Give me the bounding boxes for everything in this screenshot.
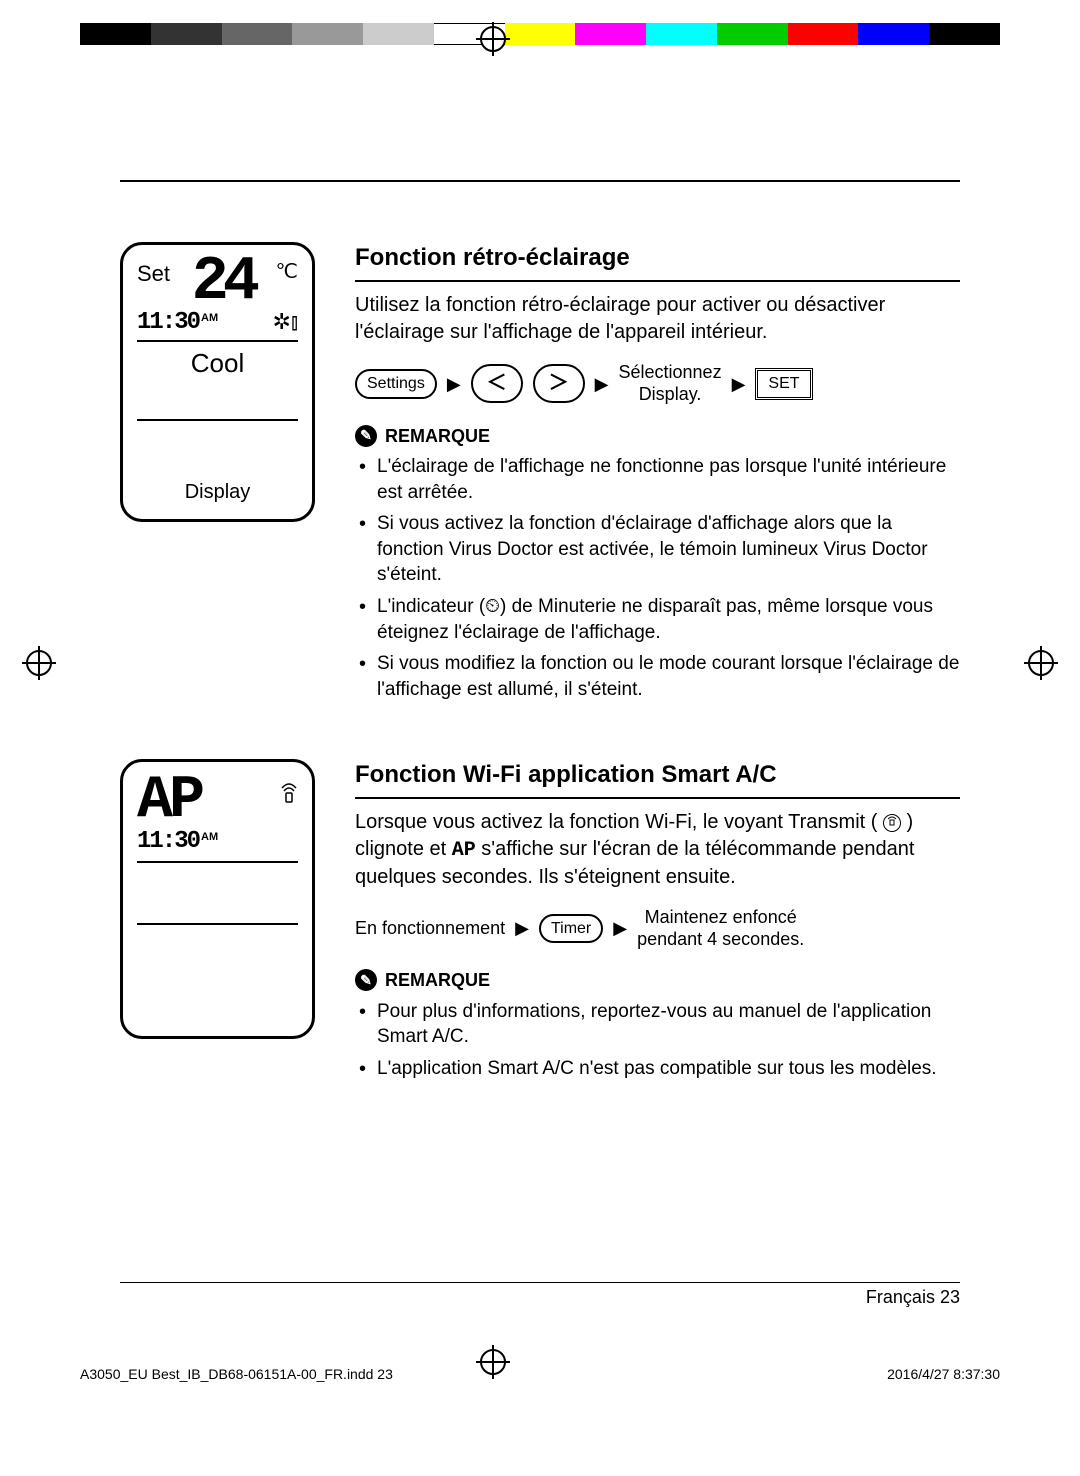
page-footer: Français 23: [120, 1282, 960, 1308]
running-text: En fonctionnement: [355, 916, 505, 940]
set-label: Set: [137, 261, 170, 287]
nav-right-button: ＞: [533, 364, 585, 403]
print-filename: A3050_EU Best_IB_DB68-06151A-00_FR.indd …: [80, 1366, 393, 1382]
remote-ampm: AM: [201, 312, 218, 324]
section-wifi: AP 11:30AM Fonction Wi-Fi application Sm…: [120, 759, 960, 1088]
intro-wifi: Lorsque vous activez la fonction Wi-Fi, …: [355, 809, 960, 891]
ap-inline: AP: [452, 839, 476, 862]
ap-label: AP: [137, 767, 201, 835]
nav-left-button: ＜: [471, 364, 523, 403]
registration-mark-left: [26, 650, 52, 681]
steps-backlight: Settings ▶ ＜ ＞ ▶ Sélectionnez Display. ▶…: [355, 362, 960, 405]
footer-language: Français: [866, 1287, 935, 1307]
mode-label: Cool: [137, 348, 298, 379]
transmit-icon: [883, 814, 901, 832]
page-content: Set 24 ℃ 11:30AM ✲⫾ Cool Display Fonctio…: [120, 180, 960, 1316]
arrow-icon: ▶: [732, 372, 746, 396]
note-item: Si vous activez la fonction d'éclairage …: [359, 511, 960, 588]
print-meta-footer: A3050_EU Best_IB_DB68-06151A-00_FR.indd …: [80, 1366, 1000, 1382]
degree-unit: ℃: [276, 259, 298, 284]
remote-display-1: Set 24 ℃ 11:30AM ✲⫾ Cool Display: [120, 242, 315, 522]
timer-button: Timer: [539, 914, 603, 944]
heading-backlight: Fonction rétro-éclairage: [355, 242, 960, 282]
note-icon: ✎: [355, 425, 377, 447]
fan-icon: ✲⫾: [273, 309, 298, 335]
heading-wifi: Fonction Wi-Fi application Smart A/C: [355, 759, 960, 799]
remote2-ampm: AM: [201, 831, 218, 843]
wifi-icon: [280, 782, 298, 810]
note-item: L'indicateur (⏲) de Minuterie ne dispara…: [359, 594, 960, 645]
temp-value: 24: [192, 257, 254, 307]
registration-mark-top: [480, 26, 506, 57]
remote-time: 11:30: [137, 309, 199, 336]
section-backlight: Set 24 ℃ 11:30AM ✲⫾ Cool Display Fonctio…: [120, 242, 960, 709]
print-color-bar: [80, 23, 1000, 45]
note-header-1: ✎ REMARQUE: [355, 424, 960, 448]
hold-text: Maintenez enfoncé pendant 4 secondes.: [637, 907, 804, 950]
print-timestamp: 2016/4/27 8:37:30: [887, 1366, 1000, 1382]
note-label: REMARQUE: [385, 968, 490, 992]
note-header-2: ✎ REMARQUE: [355, 968, 960, 992]
note-item: Pour plus d'informations, reportez-vous …: [359, 999, 960, 1050]
note-item: Si vous modifiez la fonction ou le mode …: [359, 651, 960, 702]
arrow-icon: ▶: [595, 372, 609, 396]
set-button: SET: [755, 368, 812, 400]
remote-display-2: AP 11:30AM: [120, 759, 315, 1039]
arrow-icon: ▶: [515, 916, 529, 940]
arrow-icon: ▶: [613, 916, 627, 940]
steps-wifi: En fonctionnement ▶ Timer ▶ Maintenez en…: [355, 907, 960, 950]
notes-list-1: L'éclairage de l'affichage ne fonctionne…: [355, 454, 960, 703]
select-display-text: Sélectionnez Display.: [619, 362, 722, 405]
note-item: L'éclairage de l'affichage ne fonctionne…: [359, 454, 960, 505]
settings-button: Settings: [355, 369, 437, 399]
note-item: L'application Smart A/C n'est pas compat…: [359, 1056, 960, 1082]
remote2-time: 11:30: [137, 828, 199, 855]
notes-list-2: Pour plus d'informations, reportez-vous …: [355, 999, 960, 1082]
registration-mark-right: [1028, 650, 1054, 681]
intro-backlight: Utilisez la fonction rétro-éclairage pou…: [355, 292, 960, 346]
arrow-icon: ▶: [447, 372, 461, 396]
display-label: Display: [137, 481, 298, 504]
footer-page: 23: [940, 1287, 960, 1307]
note-icon: ✎: [355, 969, 377, 991]
note-label: REMARQUE: [385, 424, 490, 448]
